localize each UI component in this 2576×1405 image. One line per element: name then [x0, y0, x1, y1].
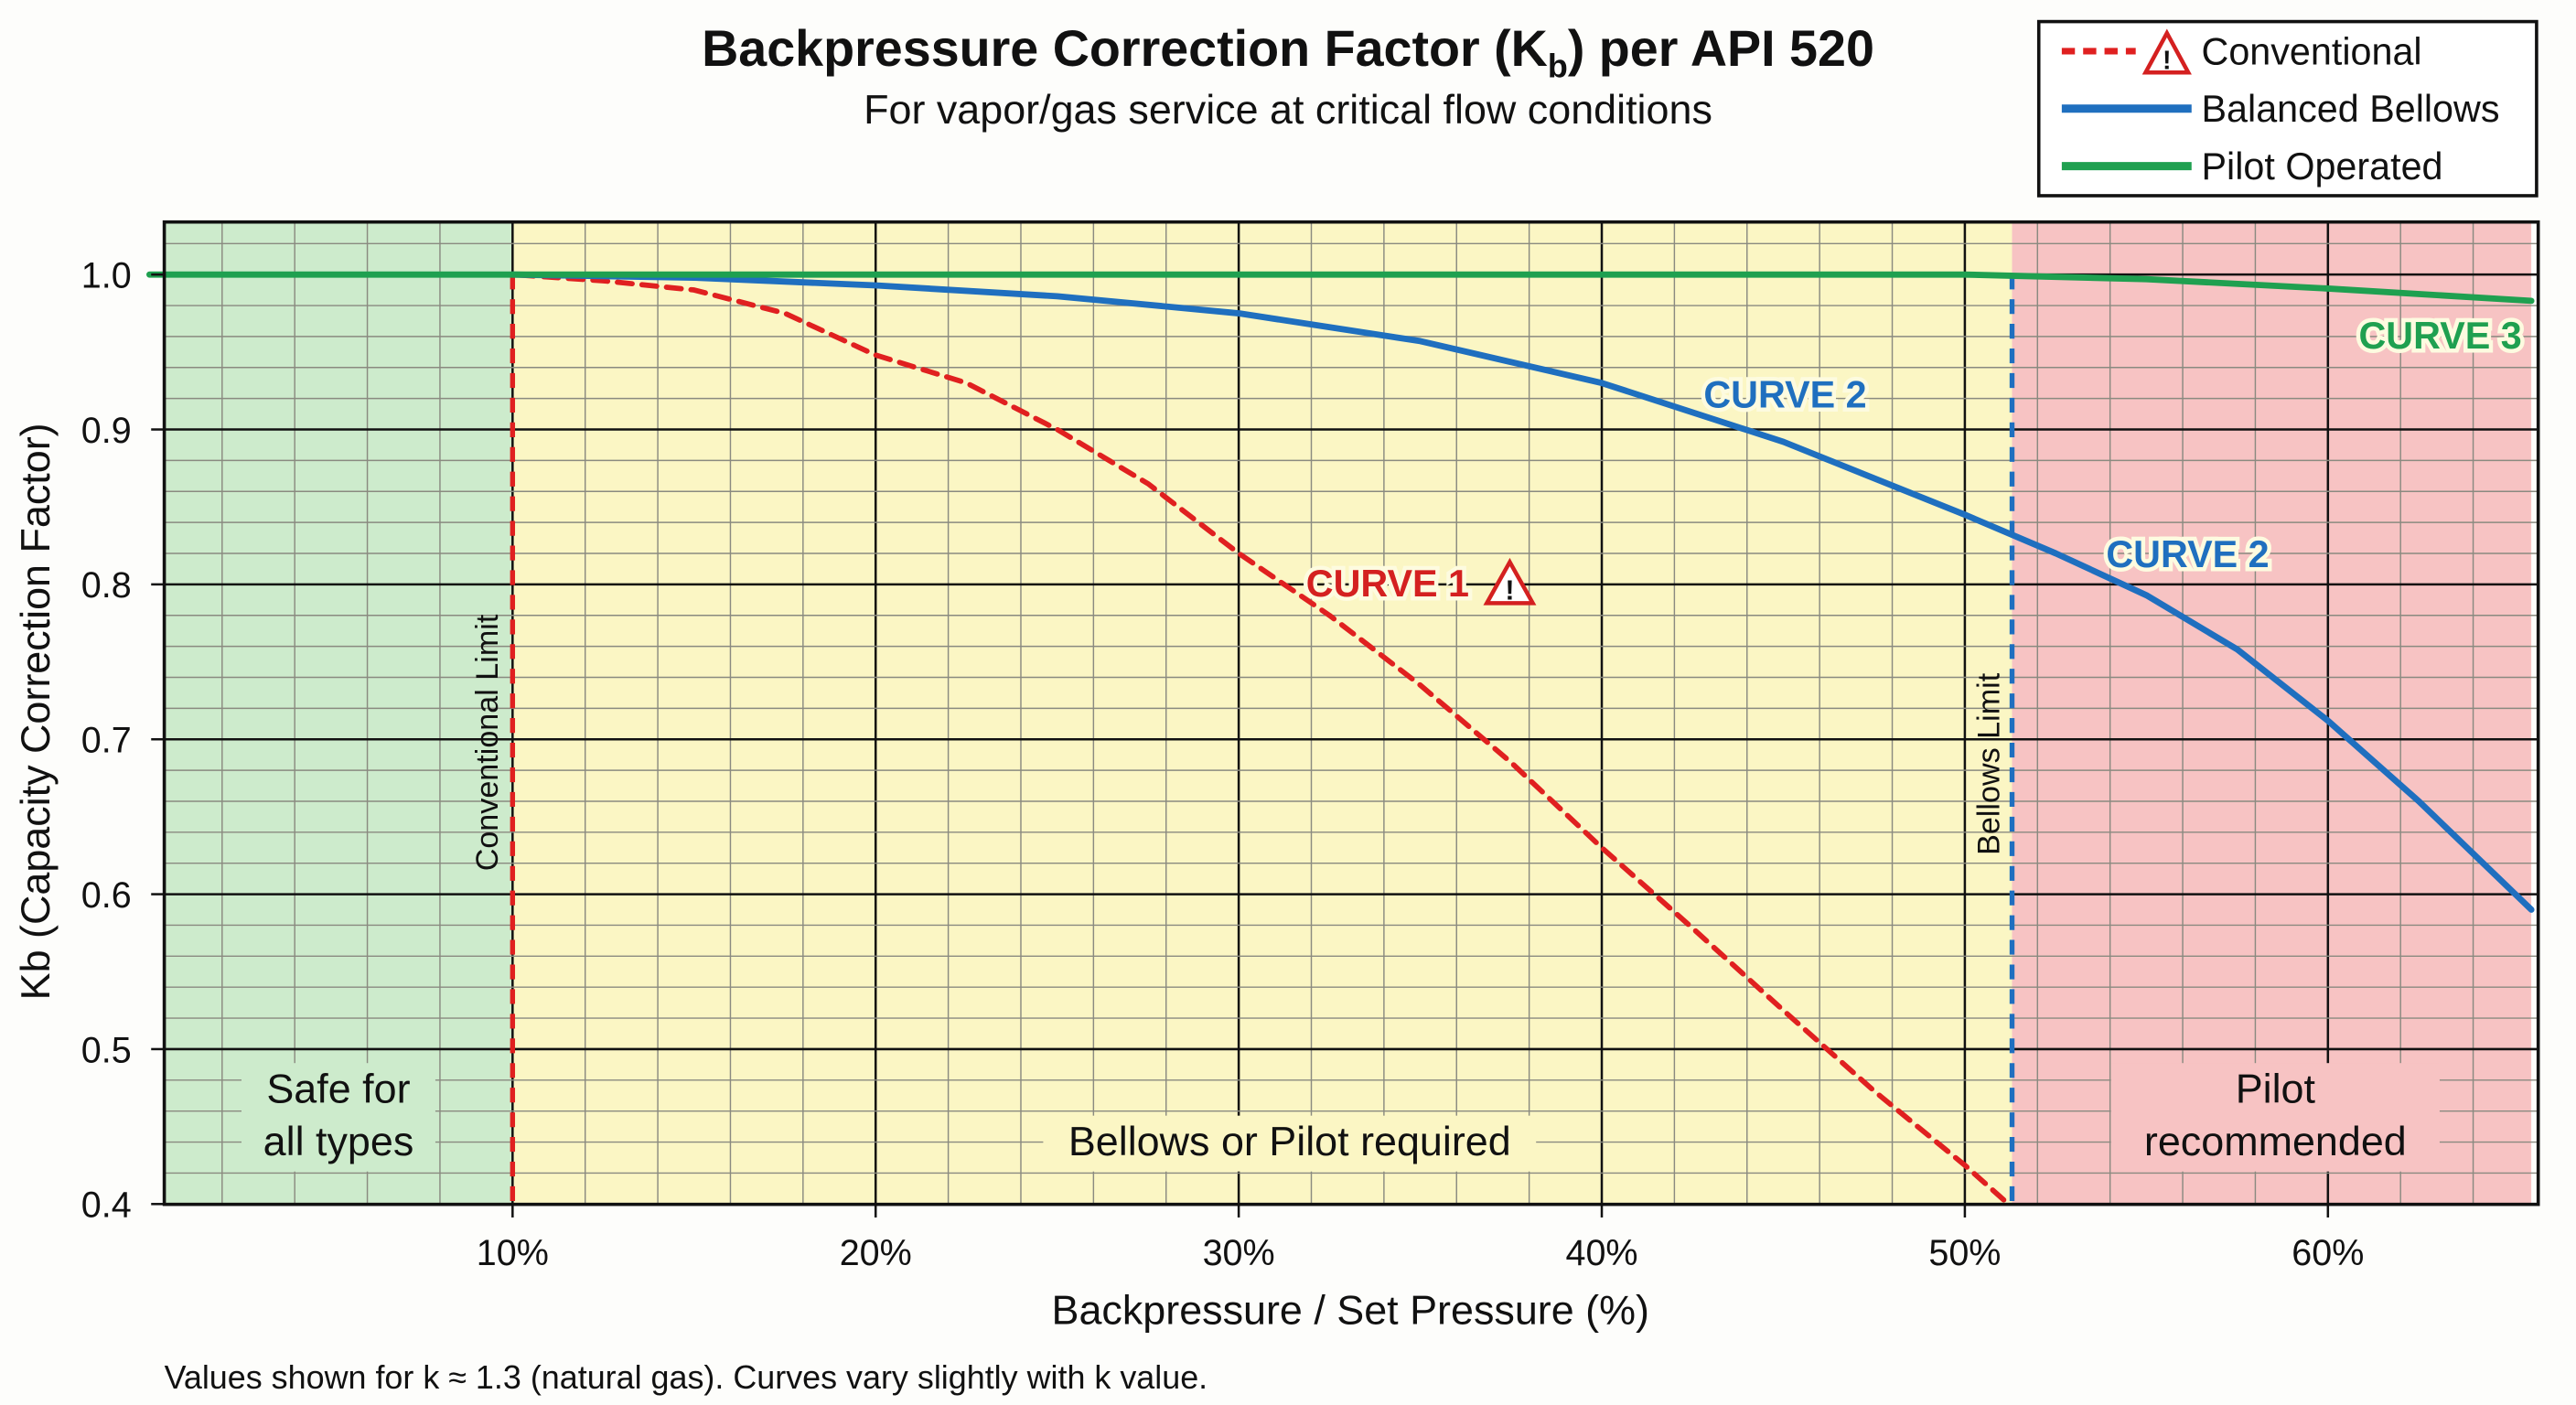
zone-1 [512, 221, 2012, 1205]
y-tick-label: 0.5 [81, 1030, 132, 1070]
curve-label: CURVE 2 [1703, 374, 1866, 416]
y-axis-label: Kb (Capacity Correction Factor) [12, 423, 59, 1000]
y-tick-label: 0.9 [81, 411, 132, 451]
legend-label-conventional: Conventional [2202, 30, 2422, 72]
curve-label: CURVE 2 [2106, 533, 2269, 575]
chart-subtitle: For vapor/gas service at critical flow c… [864, 86, 1712, 133]
x-tick-label: 50% [1928, 1233, 2001, 1273]
y-tick-label: 1.0 [81, 256, 132, 296]
limit-label: Conventional Limit [470, 614, 505, 871]
zone-label: Pilot [2236, 1065, 2316, 1111]
warning-triangle-icon: ! [1483, 557, 1537, 606]
x-tick-label: 30% [1203, 1233, 1275, 1273]
x-ticks: 10% 20% 30% 40% 50% 60% [477, 1204, 2364, 1273]
legend: ! Conventional Balanced Bellows Pilot Op… [2036, 19, 2538, 198]
x-tick-label: 20% [840, 1233, 912, 1273]
legend-label-balanced-bellows: Balanced Bellows [2202, 88, 2500, 130]
limit-label: Bellows Limit [1972, 672, 2007, 855]
zone-label: recommended [2144, 1118, 2407, 1164]
chart-title: Backpressure Correction Factor (Kb) per … [702, 20, 1874, 85]
y-tick-label: 0.6 [81, 875, 132, 916]
grid [164, 221, 2538, 1205]
curve-label: CURVE 1 [1306, 563, 1469, 605]
x-axis-label: Backpressure / Set Pressure (%) [1052, 1287, 1649, 1334]
zone-label: Bellows or Pilot required [1068, 1118, 1511, 1164]
series-line-conventional [146, 272, 2012, 1207]
zone-label: all types [263, 1118, 414, 1164]
y-tick-label: 0.8 [81, 565, 132, 606]
limit-lines: Conventional Limit Bellows Limit [470, 274, 2015, 1205]
zone-0 [164, 221, 513, 1205]
zones [164, 221, 2532, 1205]
y-ticks: 1.0 0.9 0.8 0.7 0.6 0.5 0.4 [81, 256, 165, 1226]
x-tick-label: 40% [1565, 1233, 1637, 1273]
zone-label: Safe for [266, 1065, 410, 1111]
zone-label-bg [2110, 1063, 2440, 1172]
x-tick-label: 60% [2292, 1233, 2364, 1273]
zone-2 [2012, 221, 2532, 1205]
footnote: Values shown for k ≈ 1.3 (natural gas). … [165, 1358, 1208, 1396]
warning-triangle-icon: ! [2141, 28, 2192, 76]
svg-text:!: ! [2163, 47, 2172, 76]
y-tick-label: 0.4 [81, 1185, 132, 1226]
zone-label-bg [242, 1063, 435, 1172]
series [146, 271, 2535, 1207]
legend-label-pilot-operated: Pilot Operated [2202, 145, 2443, 188]
y-tick-label: 0.7 [81, 721, 132, 761]
series-line-balanced-bellows [509, 271, 2535, 913]
zone-label-bg [1043, 1115, 1537, 1172]
curve-annotations: CURVE 1 ! CURVE 2 CURVE 2 CURVE 3 [1302, 310, 2526, 608]
x-tick-label: 10% [477, 1233, 549, 1273]
svg-text:!: ! [1505, 575, 1514, 606]
zone-labels: Safe for all types Bellows or Pilot requir… [242, 1063, 2440, 1172]
plot-frame [162, 220, 2540, 1207]
curve-label: CURVE 3 [2358, 315, 2521, 357]
